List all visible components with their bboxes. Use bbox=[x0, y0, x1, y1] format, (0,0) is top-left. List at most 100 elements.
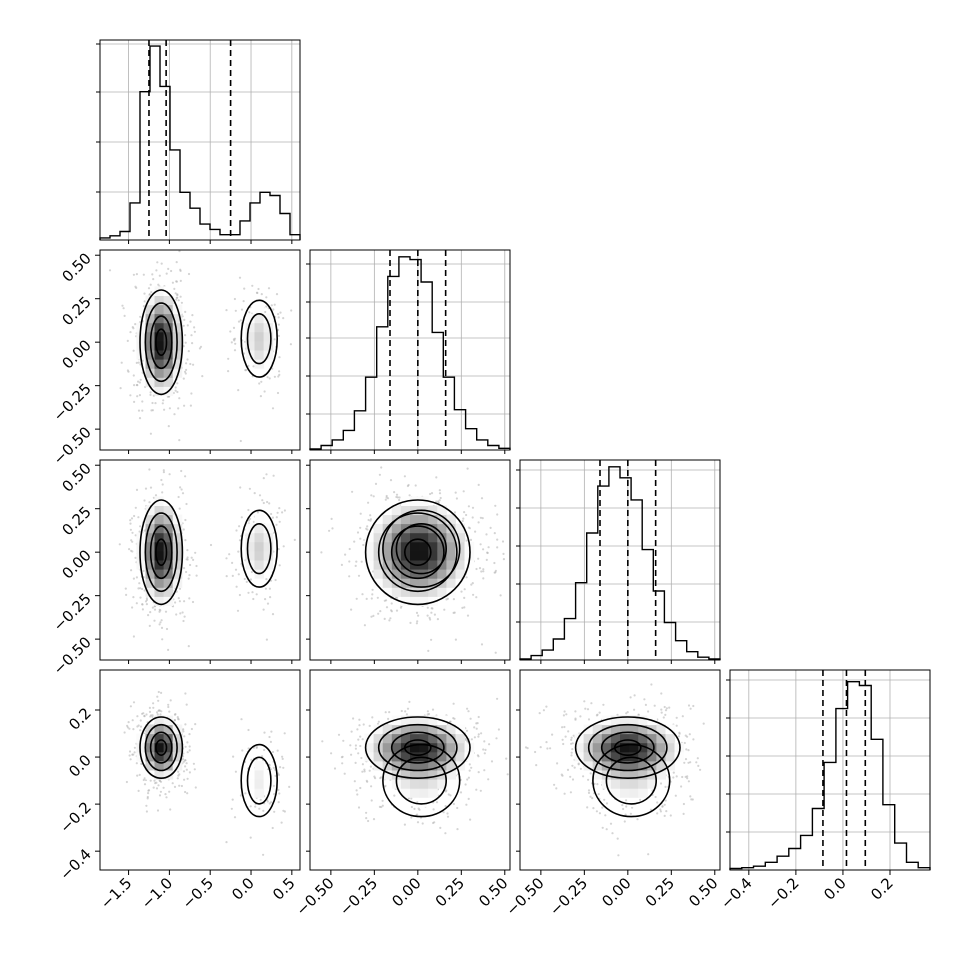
density-cell bbox=[428, 779, 438, 789]
density-cell bbox=[391, 569, 402, 579]
density-cell bbox=[665, 742, 676, 753]
scatter-point bbox=[438, 489, 441, 492]
scatter-point bbox=[250, 570, 253, 574]
scatter-point bbox=[675, 775, 678, 778]
scatter-point bbox=[268, 377, 271, 380]
density-cell bbox=[620, 751, 630, 762]
scatter-point bbox=[142, 778, 145, 782]
scatter-point bbox=[194, 786, 197, 789]
x-tick-label: −1.5 bbox=[97, 874, 135, 912]
density-cell bbox=[419, 596, 429, 606]
scatter-point bbox=[151, 409, 154, 412]
scatter-point bbox=[466, 614, 470, 617]
scatter-point bbox=[128, 727, 131, 730]
scatter-point bbox=[384, 498, 387, 501]
scatter-point bbox=[227, 370, 230, 373]
scatter-point bbox=[369, 519, 372, 522]
scatter-point bbox=[162, 471, 165, 474]
scatter-point bbox=[244, 792, 247, 795]
scatter-point bbox=[357, 752, 360, 755]
scatter-point bbox=[145, 713, 148, 716]
scatter-point bbox=[178, 250, 181, 253]
density-cell bbox=[620, 770, 630, 780]
scatter-point bbox=[639, 798, 642, 801]
scatter-point bbox=[179, 279, 182, 282]
scatter-point bbox=[665, 707, 669, 710]
scatter-point bbox=[430, 638, 433, 641]
scatter-point bbox=[130, 539, 133, 542]
histogram-background bbox=[100, 40, 300, 240]
scatter-point bbox=[660, 692, 663, 695]
scatter-point bbox=[350, 730, 353, 733]
density-cell bbox=[172, 313, 183, 324]
density-cell bbox=[410, 496, 420, 506]
scatter-point bbox=[145, 810, 148, 813]
scatter-point bbox=[569, 775, 572, 778]
scatter-point bbox=[128, 548, 131, 551]
scatter-point bbox=[120, 361, 123, 364]
scatter-point bbox=[177, 717, 180, 721]
scatter-point bbox=[134, 556, 137, 560]
density-cell bbox=[455, 751, 466, 762]
density-cell bbox=[172, 569, 183, 579]
scatter-point bbox=[148, 501, 151, 504]
scatter-point bbox=[484, 748, 487, 752]
scatter-point bbox=[656, 801, 659, 804]
scatter-point bbox=[192, 558, 195, 562]
scatter-point bbox=[393, 794, 396, 797]
y-tick-label: 0.00 bbox=[58, 546, 94, 582]
scatter-point bbox=[374, 482, 378, 485]
scatter-point bbox=[426, 614, 429, 617]
density-cell bbox=[419, 770, 429, 780]
density-cell bbox=[455, 532, 466, 543]
scatter-point bbox=[363, 768, 366, 771]
scatter-point bbox=[155, 711, 159, 714]
scatter-point bbox=[281, 511, 284, 514]
scatter-point bbox=[562, 714, 566, 717]
scatter-point bbox=[195, 564, 198, 568]
density-cell bbox=[263, 770, 274, 780]
scatter-point bbox=[129, 331, 132, 334]
scatter-point bbox=[153, 779, 156, 782]
scatter-point bbox=[545, 741, 548, 744]
scatter-point bbox=[161, 638, 164, 641]
scatter-point bbox=[623, 820, 626, 823]
scatter-point bbox=[468, 527, 471, 530]
scatter-point bbox=[697, 764, 700, 768]
scatter-point bbox=[184, 539, 187, 542]
scatter-point bbox=[350, 608, 353, 611]
scatter-point bbox=[148, 706, 151, 710]
density-cell bbox=[391, 505, 402, 516]
scatter-point bbox=[596, 783, 599, 786]
scatter-point bbox=[141, 603, 144, 606]
density-cell bbox=[245, 532, 256, 543]
density-cell bbox=[364, 560, 375, 570]
scatter-point bbox=[182, 528, 185, 531]
scatter-point bbox=[160, 619, 163, 622]
scatter-point bbox=[506, 773, 509, 776]
scatter-point bbox=[137, 724, 140, 727]
scatter-point bbox=[158, 779, 161, 782]
scatter-point bbox=[359, 744, 362, 748]
scatter-point bbox=[175, 280, 178, 283]
scatter-point bbox=[129, 522, 132, 525]
contour-line bbox=[246, 522, 272, 575]
x-tick-label: 0.25 bbox=[642, 874, 678, 910]
density-cell bbox=[163, 733, 174, 744]
density-cell bbox=[373, 733, 384, 744]
density-cell bbox=[656, 733, 666, 744]
density-cell bbox=[400, 578, 411, 588]
density-cell bbox=[428, 532, 438, 543]
scatter-point bbox=[190, 727, 193, 731]
scatter-point bbox=[240, 308, 244, 311]
scatter-point bbox=[123, 314, 126, 317]
scatter-point bbox=[362, 543, 365, 547]
density-cell bbox=[373, 760, 384, 771]
scatter-point bbox=[153, 608, 157, 611]
scatter-point bbox=[234, 568, 238, 571]
scatter-point bbox=[179, 268, 182, 271]
scatter-point bbox=[266, 376, 269, 379]
density-cell bbox=[145, 295, 156, 306]
scatter-point bbox=[482, 570, 485, 573]
scatter-point bbox=[142, 273, 145, 276]
